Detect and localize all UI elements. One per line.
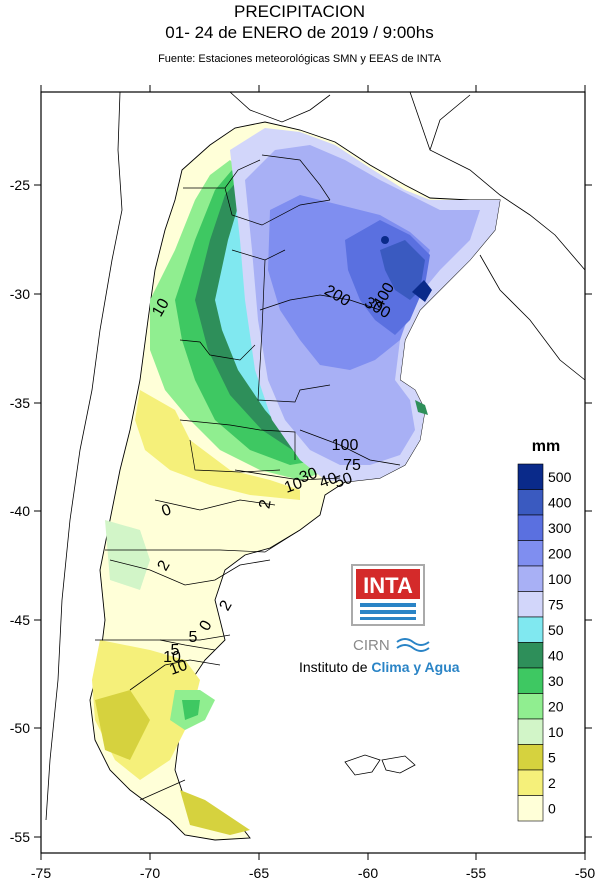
contour-value-label: 40 [317,470,340,492]
y-tick-label: -55 [10,829,30,845]
x-tick-label: -65 [249,865,269,881]
inta-logo: INTA [351,564,425,626]
inta-logo-text: INTA [363,573,413,598]
legend-label: 2 [548,775,556,791]
legend-swatch [517,616,544,643]
legend-swatch [517,565,544,592]
y-tick-label: -25 [10,177,30,193]
contour-value-label: 5 [171,642,180,659]
y-tick-label: -50 [10,720,30,736]
y-tick-label: -45 [10,612,30,628]
x-axis-labels: -75 -70 -65 -60 -55 -50 [31,865,595,881]
legend-label: 5 [548,749,556,765]
inta-logo-red-block [356,569,420,599]
axis-ticks [34,85,592,860]
y-axis-labels: -25 -30 -35 -40 -45 -50 -55 [10,177,30,845]
contour-value-label: 50 [332,470,355,492]
y-tick-label: -40 [10,503,30,519]
legend-label: 40 [548,647,564,663]
legend-swatch [517,667,544,694]
legend-swatch [517,514,544,541]
contour-value-label: 10 [149,296,173,320]
neighbor-borders [45,91,586,821]
contour-lines [109,294,401,691]
legend-label: 100 [548,571,572,587]
legend-label: 10 [548,724,564,740]
x-tick-label: -50 [575,865,595,881]
legend-label: 0 [548,800,556,816]
legend-swatch [517,591,544,618]
legend-label: 75 [548,596,564,612]
legend-swatch [517,642,544,669]
contour-value-label: 75 [343,457,361,474]
contour-value-label: 2 [256,498,274,510]
map-source: Fuente: Estaciones meteorológicas SMN y … [158,53,441,65]
y-tick-label: -30 [10,286,30,302]
contour-value-label: 10 [282,475,305,497]
province-borders [95,154,331,801]
legend-swatch [517,489,544,516]
contour-value-label: 30 [297,465,320,487]
malvinas-islands [344,754,416,776]
map-date: 01- 24 de ENERO de 2019 / 9:00hs [165,23,434,42]
contour-value-label: 10 [167,657,190,679]
x-tick-label: -75 [31,865,51,881]
legend-title: mm [532,438,560,455]
x-tick-label: -70 [140,865,160,881]
legend-label: 20 [548,698,564,714]
x-tick-label: -60 [358,865,378,881]
map-title: PRECIPITACION [234,2,365,21]
cirn-text: CIRN [353,637,390,654]
cirn-wave-icon [396,638,430,646]
contour-value-label: 5 [189,629,198,646]
legend-label: 400 [548,494,572,510]
y-tick-label: -35 [10,395,30,411]
legend-label: 50 [548,622,564,638]
legend-swatch [517,795,544,822]
contour-value-label: 10 [163,649,181,666]
legend-swatch [517,718,544,745]
legend-label: 30 [548,673,564,689]
legend-swatch [517,769,544,796]
institute-name: Instituto de Clima y Agua [299,659,460,675]
legend-label: 300 [548,520,572,536]
legend-label: 500 [548,469,572,485]
legend-swatch [517,744,544,771]
legend-swatch [517,463,544,490]
legend-swatch [517,693,544,720]
x-tick-label: -55 [466,865,486,881]
legend-label: 200 [548,545,572,561]
cirn-logo: CIRN Instituto de Clima y Agua [299,637,460,675]
legend-swatch [517,540,544,567]
contour-value-label: 100 [332,437,359,454]
